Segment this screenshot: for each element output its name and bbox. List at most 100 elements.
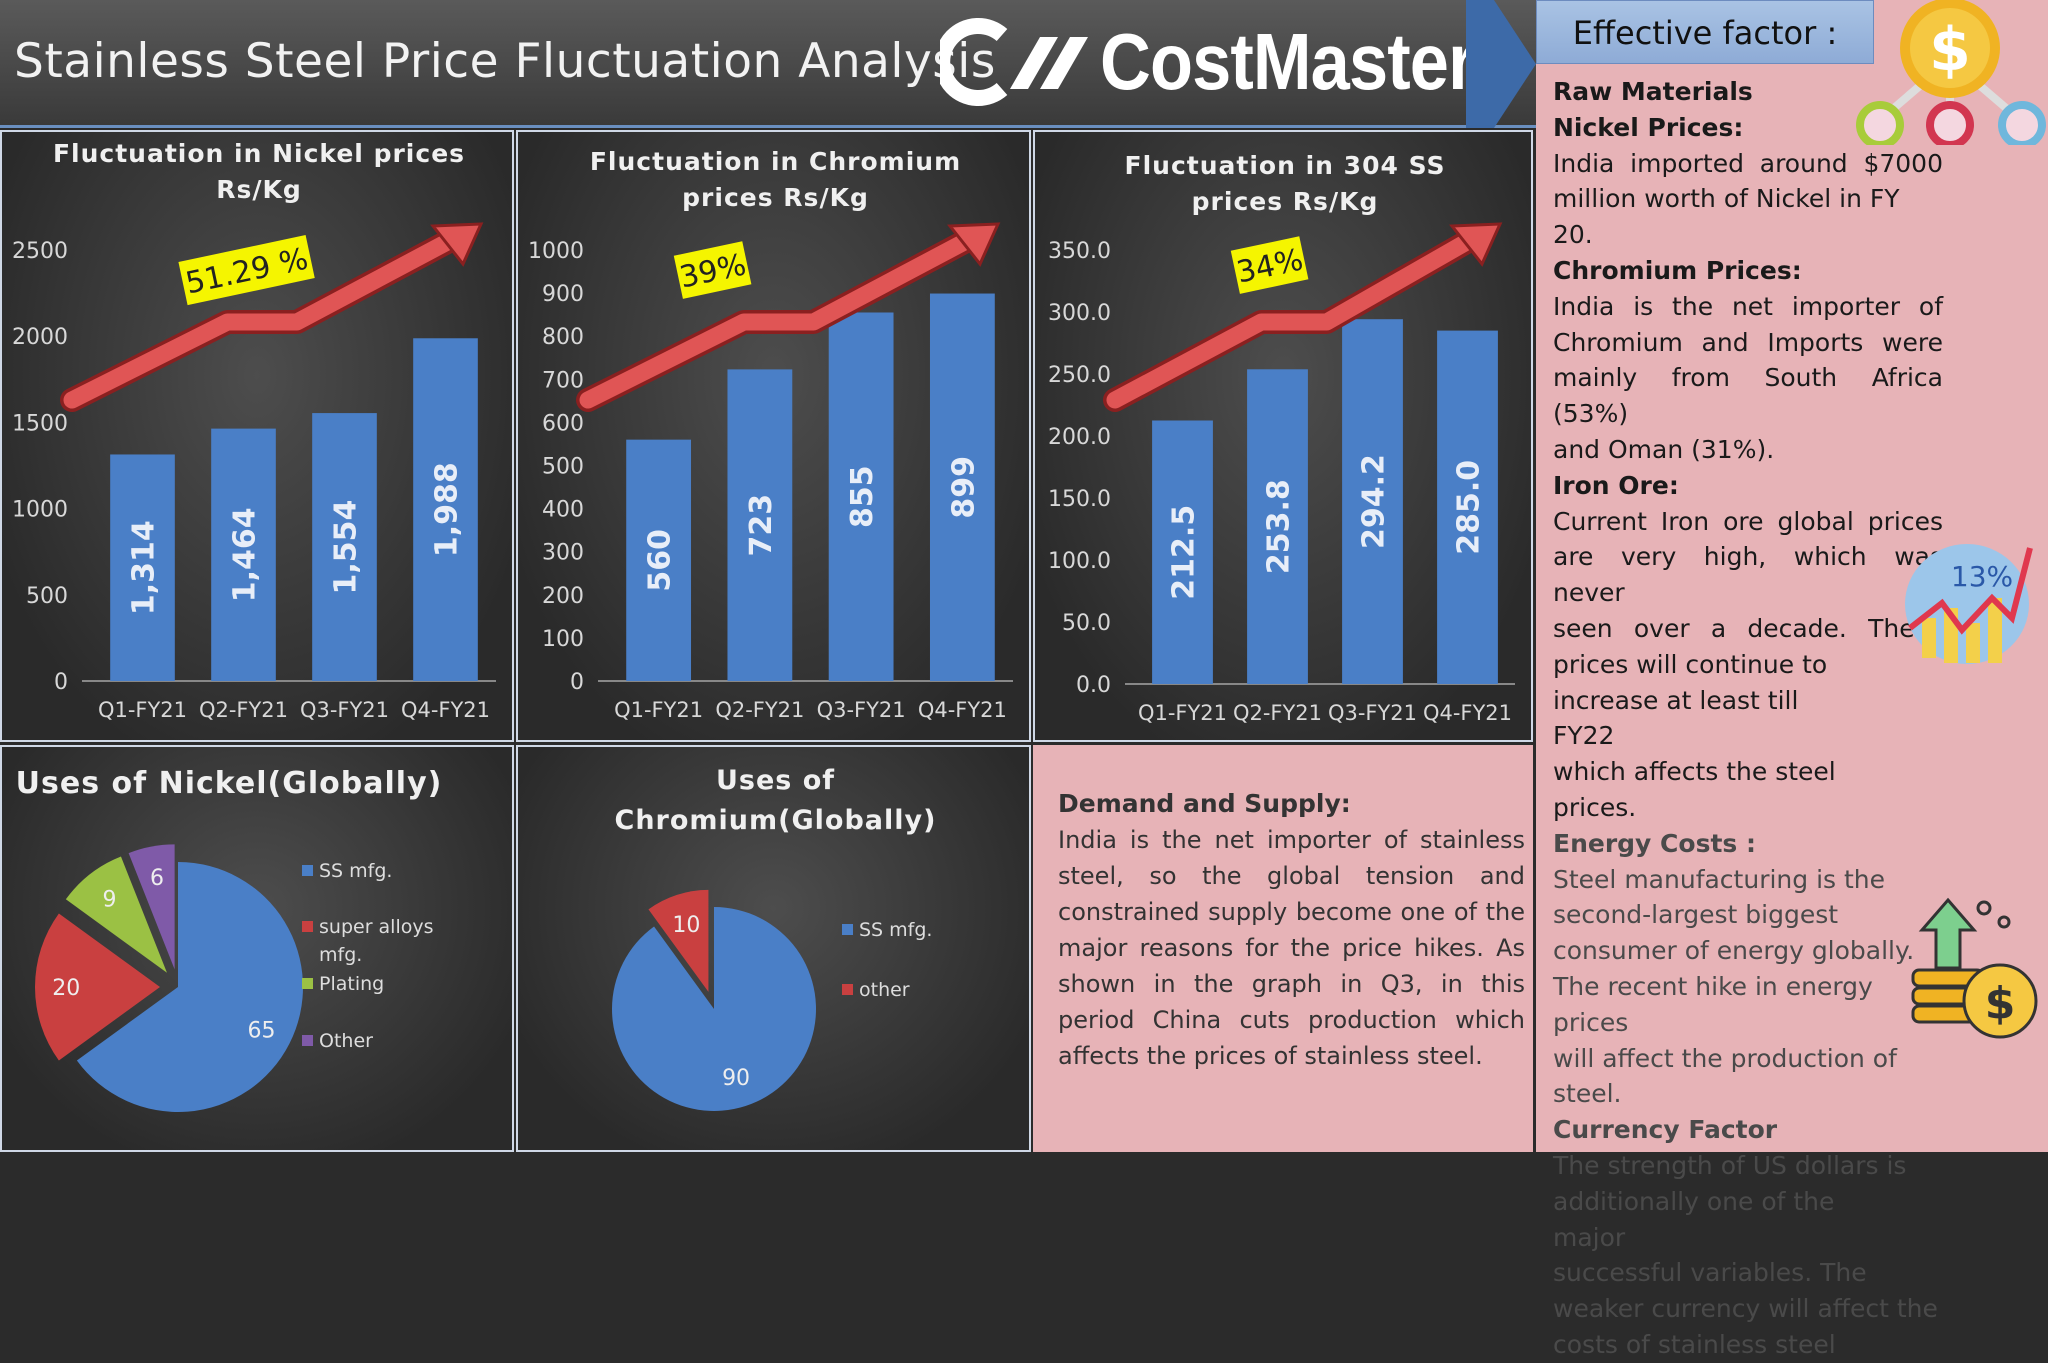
factor-line: Current Iron ore global prices [1553, 506, 1943, 536]
legend-label: Plating [319, 973, 384, 995]
factor-line: Chromium and Imports were [1553, 327, 1943, 357]
y-tick-label: 600 [542, 411, 584, 436]
factor-line: second-largest biggest [1553, 900, 1839, 930]
page-title: Stainless Steel Price Fluctuation Analys… [14, 34, 996, 89]
chart-title: Fluctuation in 304 SS [1125, 151, 1446, 180]
demand-supply-panel: Demand and Supply: India is the net impo… [1033, 745, 1533, 1152]
chart-title: prices Rs/Kg [682, 183, 869, 212]
pie-data-label: 10 [672, 913, 700, 938]
x-tick-label: Q2-FY21 [715, 698, 804, 722]
factor-line: are very high, which was never [1553, 542, 1943, 608]
arrow-head-icon [1449, 222, 1503, 267]
chart-title: Chromium(Globally) [615, 805, 937, 836]
y-tick-label: 500 [26, 584, 68, 609]
x-tick-label: Q3-FY21 [1328, 701, 1417, 725]
y-tick-label: 200.0 [1048, 425, 1111, 450]
pie-data-label: 9 [103, 888, 117, 913]
demand-heading: Demand and Supply: [1058, 789, 1351, 818]
bar-value-label: 899 [946, 456, 981, 519]
legend-label: Other [319, 1030, 373, 1052]
x-tick-label: Q1-FY21 [614, 698, 703, 722]
y-tick-label: 700 [542, 368, 584, 393]
arrow-head-icon [430, 222, 484, 267]
x-tick-label: Q4-FY21 [401, 698, 490, 722]
legend-swatch [302, 978, 313, 989]
pie-data-label: 20 [52, 976, 80, 1001]
chart-title: Fluctuation in Nickel prices [53, 139, 465, 168]
y-tick-label: 0 [570, 670, 584, 695]
chromium-uses-pie: Uses of Chromium(Globally) 90 SS mfg. 10 othe… [516, 745, 1031, 1152]
growth-chart-icon: 13% [1905, 544, 2033, 664]
factor-text: Raw Materials Nickel Prices: India importe… [1553, 74, 1943, 1363]
pie-slice [612, 907, 816, 1111]
factor-line: increase at least till FY22 [1553, 685, 1799, 751]
pie-data-label: 65 [248, 1019, 276, 1044]
y-tick-label: 250.0 [1048, 363, 1111, 388]
factor-line: prices will continue to [1553, 649, 1828, 679]
bar [1152, 420, 1213, 684]
factor-line: Iron Ore: [1553, 470, 1679, 500]
pie-slice [648, 889, 709, 992]
factor-line: India imported around $7000 [1553, 148, 1943, 178]
x-tick-label: Q3-FY21 [300, 698, 389, 722]
y-tick-label: 300 [542, 541, 584, 566]
bar [1247, 369, 1308, 684]
nickel-uses-pie: Uses of Nickel(Globally) 65 SS mfg. 20 super… [0, 745, 514, 1152]
bar [312, 413, 377, 681]
bar [211, 428, 276, 681]
effective-factor-header: Effective factor : [1536, 0, 1874, 64]
percent-badge [673, 241, 752, 299]
y-tick-label: 1500 [12, 411, 68, 436]
costmasters-logo: CostMasters [940, 12, 1569, 112]
header: Stainless Steel Price Fluctuation Analys… [0, 0, 1536, 128]
pie-data-label: 6 [150, 866, 164, 891]
bar [110, 454, 175, 681]
y-tick-label: 150.0 [1048, 487, 1111, 512]
pie-slice [128, 844, 175, 970]
trend-arrow [579, 231, 977, 409]
y-tick-label: 2500 [12, 239, 68, 264]
chart-title: Uses of [716, 765, 835, 796]
pie-data-label: 90 [722, 1066, 750, 1091]
factor-line: Nickel Prices: [1553, 112, 1744, 142]
y-tick-label: 400 [542, 498, 584, 523]
legend-label: mfg. [319, 944, 362, 966]
x-tick-label: Q2-FY21 [199, 698, 288, 722]
factor-line: India is the net importer of [1553, 291, 1943, 321]
y-tick-label: 1000 [528, 239, 584, 264]
factor-line: Steel manufacturing is the [1553, 864, 1886, 894]
bar-value-label: 1,314 [127, 520, 162, 615]
bar-value-label: 294.2 [1357, 454, 1392, 549]
trend-arrow [63, 231, 460, 409]
percent-badge [1230, 236, 1309, 294]
x-tick-label: Q4-FY21 [918, 698, 1007, 722]
bar-value-label: 285.0 [1452, 460, 1487, 555]
chart-title: Rs/Kg [216, 175, 302, 204]
trend-arrow [1106, 231, 1479, 409]
bar [413, 338, 478, 681]
x-tick-label: Q4-FY21 [1423, 701, 1512, 725]
y-tick-label: 500 [542, 455, 584, 480]
y-tick-label: 100.0 [1048, 549, 1111, 574]
bar-value-label: 1,554 [329, 500, 364, 595]
factor-line: additionally one of the major [1553, 1186, 1835, 1252]
bar-value-label: 560 [643, 529, 678, 592]
demand-text: India is the net importer of stainless s… [1058, 826, 1525, 1070]
y-tick-label: 0.0 [1076, 673, 1111, 698]
x-tick-label: Q2-FY21 [1233, 701, 1322, 725]
factor-line: mainly from South Africa (53%) [1553, 363, 1943, 429]
y-tick-label: 100 [542, 627, 584, 652]
y-tick-label: 900 [542, 282, 584, 307]
arrow-head-icon [947, 222, 1001, 267]
svg-text:$: $ [1985, 978, 2016, 1029]
y-tick-label: 800 [542, 325, 584, 350]
factor-line: Chromium Prices: [1553, 255, 1802, 285]
y-tick-label: 350.0 [1048, 239, 1111, 264]
pie-slice [35, 913, 160, 1061]
bar-value-label: 1,988 [430, 462, 465, 557]
currency-coins-icon: $ [1911, 897, 2038, 1039]
factor-line: and Oman (31%). [1553, 434, 1775, 464]
bar-value-label: 212.5 [1167, 505, 1202, 600]
x-tick-label: Q1-FY21 [1138, 701, 1227, 725]
factor-line: costs of stainless steel [1553, 1329, 1836, 1359]
